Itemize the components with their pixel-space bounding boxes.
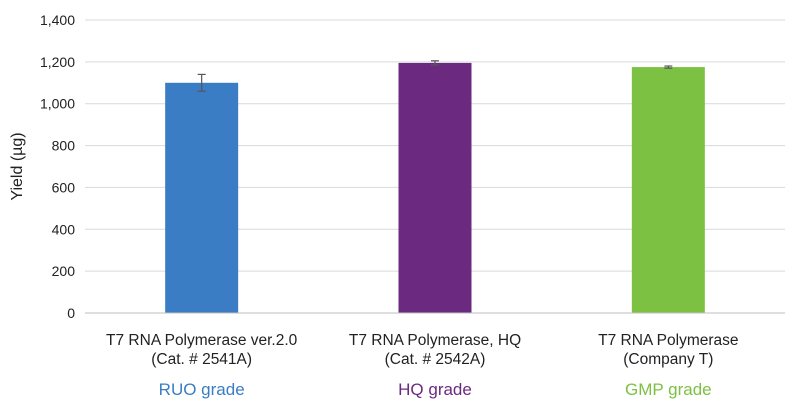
y-tick-label: 800 bbox=[52, 138, 76, 154]
category-label-line1: T7 RNA Polymerase bbox=[598, 332, 738, 349]
y-tick-label: 400 bbox=[52, 221, 76, 237]
y-tick-label: 600 bbox=[52, 179, 76, 195]
y-tick-label: 0 bbox=[67, 305, 75, 321]
bar bbox=[631, 67, 705, 313]
error-bar bbox=[197, 73, 206, 92]
bar bbox=[165, 82, 239, 314]
category-label-line1: T7 RNA Polymerase, HQ bbox=[349, 332, 521, 349]
bars bbox=[165, 62, 705, 314]
y-axis-label: Yield (µg) bbox=[9, 132, 26, 200]
grade-label: RUO grade bbox=[159, 380, 245, 399]
error-bar bbox=[431, 60, 439, 66]
y-tick-label: 200 bbox=[52, 263, 76, 279]
category-labels: T7 RNA Polymerase ver.2.0 (Cat. # 2541A) R… bbox=[106, 332, 739, 399]
category-label-line2: (Cat. # 2542A) bbox=[385, 351, 486, 368]
category-label-line1: T7 RNA Polymerase ver.2.0 bbox=[106, 332, 298, 349]
y-tick-label: 1,200 bbox=[40, 54, 75, 70]
category-label-line2: (Company T) bbox=[623, 351, 713, 368]
error-bar bbox=[664, 65, 673, 69]
grade-label: HQ grade bbox=[398, 380, 472, 399]
bar bbox=[398, 62, 472, 314]
y-tick-labels: 0 200 400 600 800 1,000 1,200 1,400 bbox=[40, 12, 75, 321]
y-tick-label: 1,400 bbox=[40, 12, 75, 28]
grade-label: GMP grade bbox=[625, 380, 712, 399]
category-label-line2: (Cat. # 2541A) bbox=[151, 351, 252, 368]
error-bars bbox=[197, 60, 673, 92]
y-tick-label: 1,000 bbox=[40, 96, 75, 112]
